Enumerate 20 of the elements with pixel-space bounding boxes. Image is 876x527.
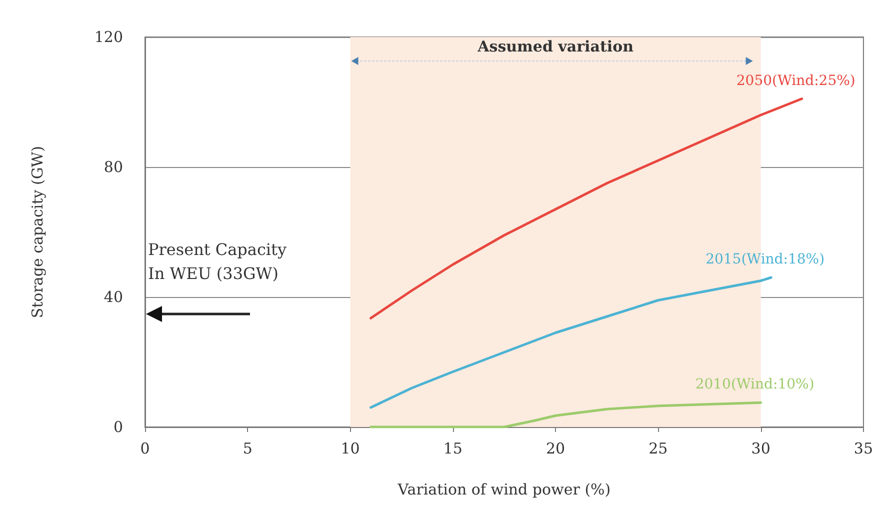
x-tick-label: 5: [242, 440, 252, 458]
series-label: 2050(Wind:25%): [736, 72, 856, 89]
y-tick-label: 40: [104, 288, 123, 306]
band-label: Assumed variation: [476, 38, 634, 56]
series-label: 2015(Wind:18%): [706, 252, 825, 268]
line-series: [370, 401, 762, 428]
series-label: 2010(Wind:10%): [695, 376, 814, 393]
y-tick-label: 0: [113, 418, 123, 436]
x-tick-label: 0: [140, 440, 150, 458]
x-axis-title: Variation of wind power (%): [396, 480, 611, 498]
x-tick-label: 10: [340, 440, 360, 458]
y-axis-title: Storage capacity (GW): [28, 146, 46, 318]
x-tick-label: 15: [443, 440, 462, 458]
x-tick-label: 30: [751, 440, 770, 458]
x-tick-label: 20: [546, 440, 566, 458]
annotation: Present Capacity In WEU (33GW): [148, 240, 286, 283]
y-tick-label: 80: [104, 158, 123, 176]
x-tick-label: 25: [648, 440, 668, 458]
y-tick-label: 120: [94, 28, 123, 46]
x-tick-label: 35: [854, 440, 874, 458]
